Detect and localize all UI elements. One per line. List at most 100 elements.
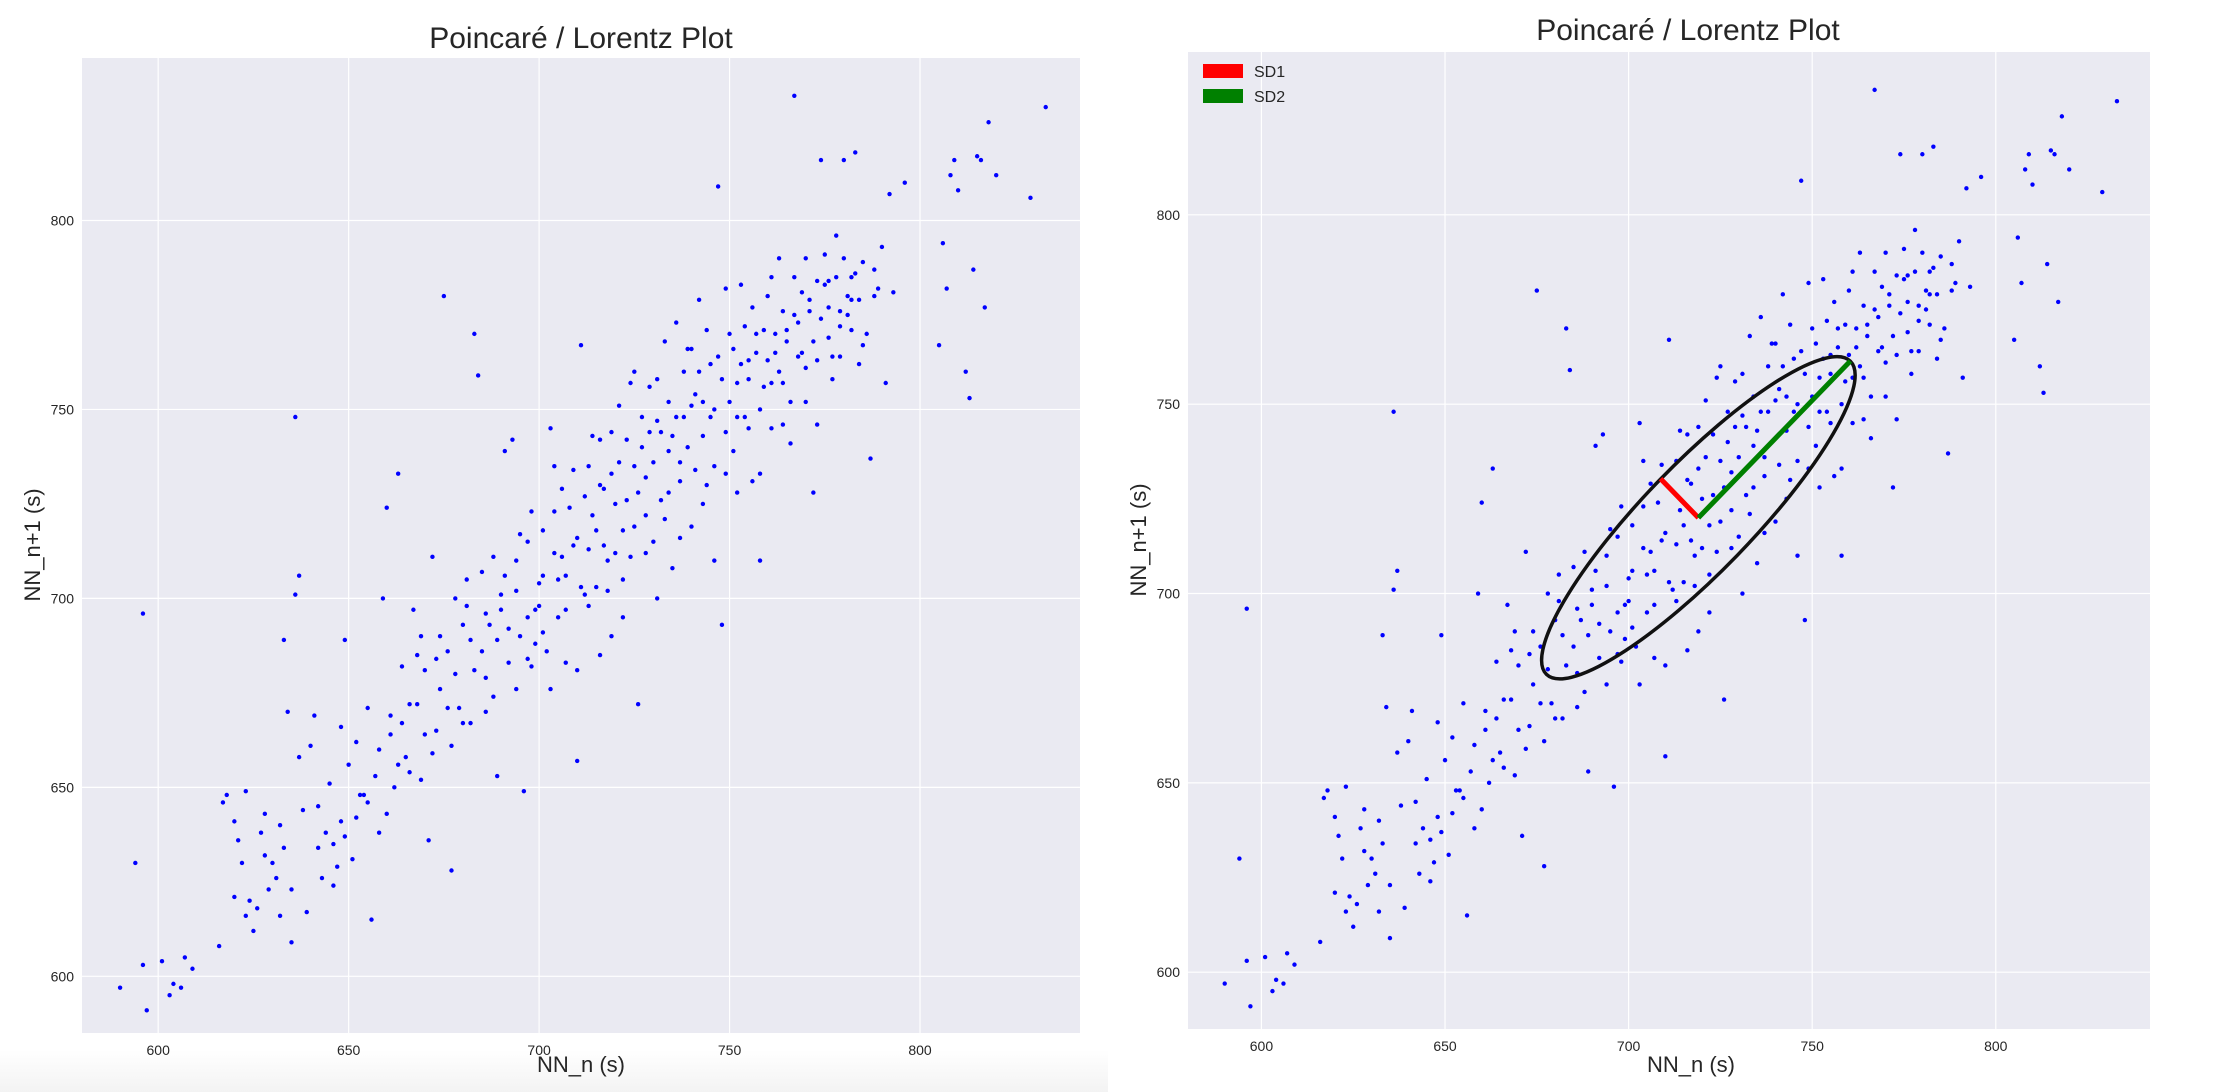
scatter-point (761, 384, 767, 389)
scatter-point (392, 785, 397, 790)
scatter-point (1765, 409, 1771, 414)
scatter-point (590, 433, 595, 439)
scatter-point (986, 120, 991, 125)
scatter-point (1663, 663, 1668, 668)
scatter-point (1563, 663, 1569, 668)
scatter-point (540, 528, 546, 533)
scatter-point (757, 558, 763, 563)
scatter-point (788, 441, 793, 446)
scatter-point (1347, 894, 1352, 899)
scatter-point (1835, 326, 1841, 331)
scatter-point (654, 418, 660, 423)
scatter-point (1696, 466, 1701, 471)
scatter-point (1832, 299, 1837, 305)
grid-lines (82, 58, 1080, 1033)
scatter-point (376, 830, 382, 835)
y-tick-label: 700 (51, 590, 75, 606)
scatter-point (1237, 856, 1242, 861)
scatter-point (2052, 152, 2057, 157)
scatter-point (792, 93, 797, 98)
scatter-point (437, 633, 443, 639)
scatter-point (1608, 526, 1613, 532)
scatter-point (1479, 500, 1484, 505)
scatter-point (281, 845, 287, 851)
scatter-point (1703, 398, 1708, 403)
scatter-point (1619, 504, 1624, 509)
scatter-point (277, 913, 283, 919)
scatter-point (449, 868, 454, 873)
scatter-point (395, 471, 401, 476)
scatter-point (1439, 829, 1444, 835)
scatter-point (708, 361, 713, 367)
scatter-point (418, 633, 424, 639)
scatter-point (346, 762, 351, 767)
scatter-point (670, 433, 675, 439)
scatter-point (1563, 326, 1569, 331)
scatter-point (1420, 826, 1426, 831)
scatter-point (1336, 833, 1341, 839)
x-axis-label: NN_n (s) (537, 1052, 625, 1077)
scatter-point (993, 172, 999, 178)
scatter-point (803, 399, 808, 405)
scatter-point (517, 633, 523, 639)
scatter-point (757, 407, 763, 412)
scatter-point (639, 445, 645, 450)
scatter-point (1395, 750, 1400, 755)
scatter-point (2037, 364, 2043, 369)
scatter-point (613, 550, 618, 556)
scatter-point (1343, 784, 1349, 789)
scatter-point (936, 343, 942, 348)
scatter-point (788, 399, 793, 405)
scatter-point (643, 550, 648, 556)
scatter-point (1387, 882, 1393, 888)
scatter-point (464, 603, 469, 609)
scatter-point (1776, 386, 1782, 392)
scatter-point (1798, 348, 1804, 354)
scatter-point (2067, 167, 2072, 172)
scatter-point (365, 800, 370, 805)
scatter-point (220, 800, 226, 805)
scatter-point (418, 777, 424, 783)
right-chart-panel: 600 650 700 750 800 600 650 700 750 800 SD1 SD2 … (1108, 0, 2216, 1092)
scatter-point (1362, 807, 1367, 812)
scatter-point (1516, 727, 1521, 733)
scatter-point (818, 316, 824, 321)
scatter-point (837, 354, 843, 359)
scatter-point (1472, 742, 1477, 748)
scatter-point (1905, 273, 1910, 278)
scatter-point (422, 668, 428, 673)
scatter-point (1369, 856, 1374, 861)
scatter-point (388, 713, 393, 718)
scatter-point (1843, 379, 1848, 384)
scatter-point (586, 463, 591, 469)
scatter-point (117, 985, 123, 990)
scatter-point (1358, 826, 1363, 831)
scatter-point (822, 252, 827, 257)
scatter-point (1622, 602, 1628, 608)
scatter-point (182, 955, 188, 960)
scatter-point (940, 240, 946, 246)
scatter-point (860, 343, 866, 348)
scatter-point (1758, 409, 1763, 414)
scatter-point (342, 637, 348, 643)
scatter-point (171, 981, 176, 987)
scatter-point (1923, 288, 1929, 293)
scatter-point (868, 456, 873, 461)
scatter-point (719, 377, 725, 382)
grid-lines (1188, 52, 2150, 1029)
scatter-point (399, 720, 405, 726)
scatter-point (1809, 326, 1815, 331)
scatter-point (1883, 394, 1888, 399)
scatter-point (407, 770, 412, 775)
poincare-chart-left: 600 650 700 750 800 600 650 700 750 800 Poincaré… (20, 22, 1080, 1077)
scatter-point (776, 369, 782, 374)
scatter-point (331, 841, 336, 847)
scatter-point (319, 875, 325, 881)
scatter-point (822, 282, 827, 287)
scatter-point (826, 305, 831, 310)
scatter-point (559, 554, 565, 560)
scatter-point (1942, 326, 1947, 331)
scatter-point (734, 414, 740, 420)
scatter-point (483, 709, 488, 714)
scatter-point (723, 471, 728, 476)
